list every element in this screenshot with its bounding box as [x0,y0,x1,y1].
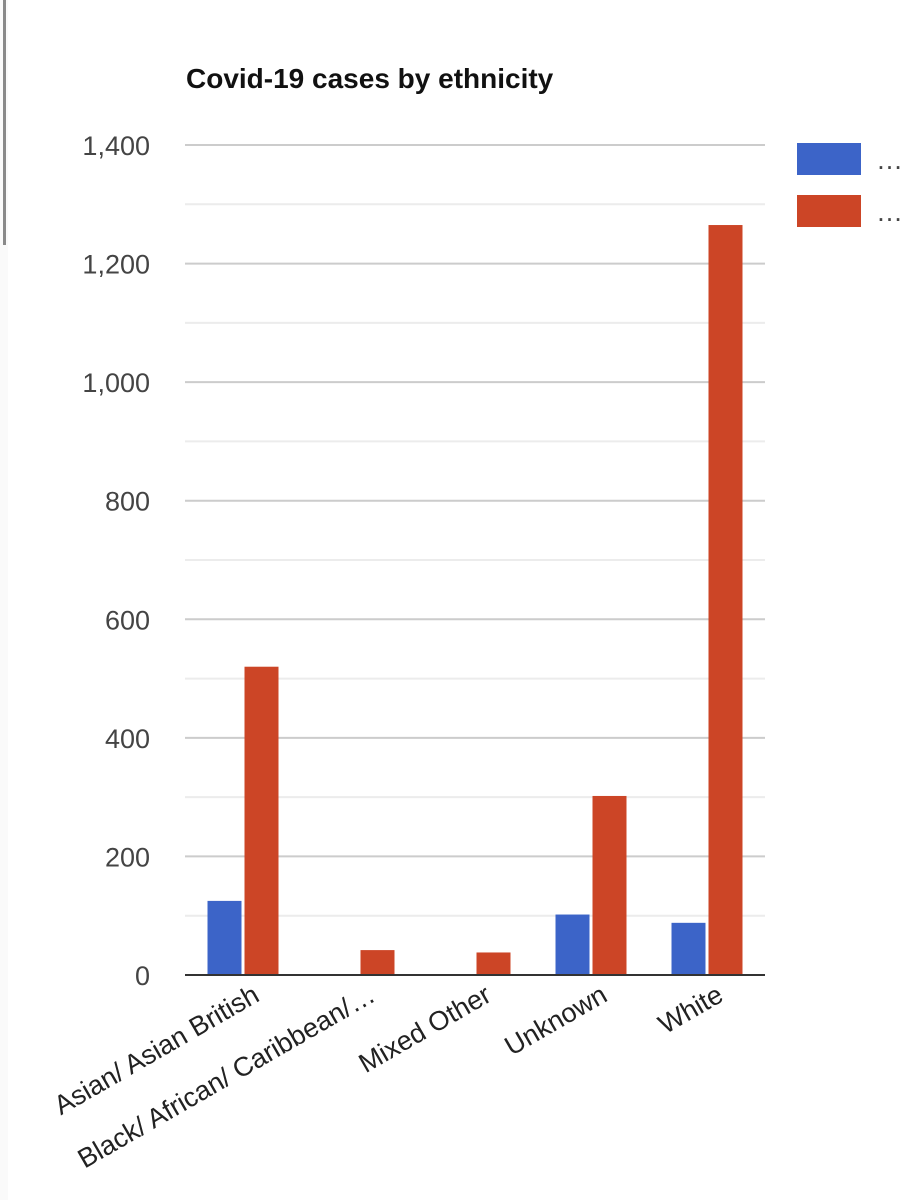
legend-swatch-2 [797,195,861,227]
chart-title: Covid-19 cases by ethnicity [186,63,554,94]
x-category-label: Unknown [500,979,612,1061]
left-edge-strip [0,0,8,1200]
bar-series-2-0 [244,666,279,975]
bar-series-1-4 [671,922,706,975]
bar-series-2-2 [476,952,511,975]
y-tick-label: 1,000 [82,368,150,398]
bar-series-2-3 [592,795,627,975]
y-tick-label: 200 [105,842,150,872]
y-tick-label: 400 [105,724,150,754]
left-edge-divider [3,0,6,245]
y-tick-label: 1,200 [82,250,150,280]
y-axis-tick-labels: 0 200 400 600 800 1,000 1,200 1,400 [82,131,150,991]
x-category-label: Mixed Other [354,979,496,1079]
legend-label-2: … [876,197,903,227]
bar-series-2-4 [708,225,743,976]
grid-lines [185,144,765,917]
y-tick-label: 1,400 [82,131,150,161]
bar-series-2-1 [360,950,395,975]
x-category-label: White [653,979,728,1039]
bar-series-1-3 [555,914,590,975]
y-tick-label: 800 [105,487,150,517]
legend-swatch-1 [797,143,861,175]
legend-label-1: … [876,145,903,175]
bars [207,225,743,976]
y-tick-label: 0 [135,961,150,991]
y-tick-label: 600 [105,605,150,635]
bar-series-1-0 [207,900,242,975]
legend: …… [797,143,903,227]
